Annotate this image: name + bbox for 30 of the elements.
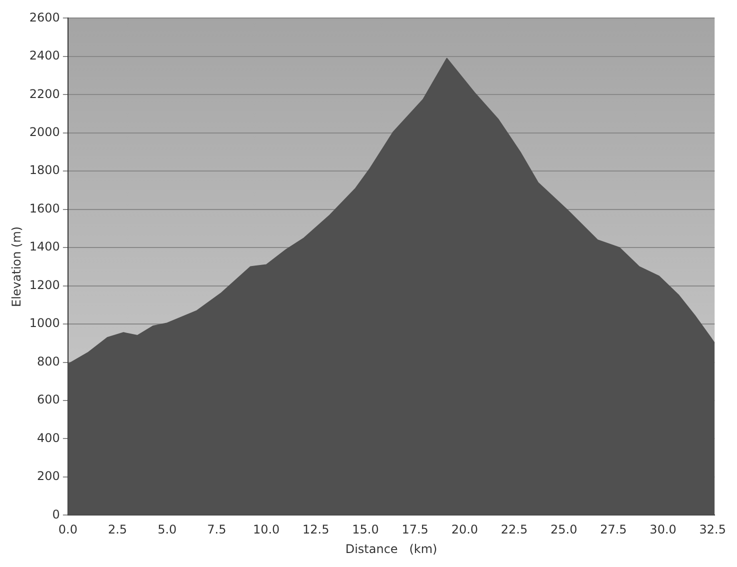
x-tick-label: 27.5 — [600, 522, 627, 537]
x-tick-label: 25.0 — [550, 522, 578, 537]
y-tick-label: 800 — [37, 354, 60, 368]
y-tick-label: 1800 — [29, 163, 60, 178]
x-tick-label: 30.0 — [650, 522, 676, 537]
x-tick-label: 32.5 — [699, 522, 726, 537]
x-tick-label: 12.5 — [302, 522, 330, 537]
y-tick-label: 0 — [52, 507, 60, 522]
x-tick-label: 0.0 — [58, 522, 78, 537]
y-tick-label: 1000 — [29, 316, 60, 330]
x-tick-label: 20.0 — [451, 522, 478, 537]
x-tick-label: 2.5 — [108, 522, 128, 537]
x-axis-title: Distance (km) — [345, 542, 438, 556]
y-tick-label: 1200 — [29, 278, 60, 292]
y-tick-label: 2000 — [29, 125, 60, 140]
y-tick-label: 600 — [37, 392, 60, 407]
x-tick-label: 15.0 — [352, 522, 379, 537]
y-tick-label: 2200 — [29, 86, 60, 101]
x-tick-label: 10.0 — [252, 522, 280, 537]
x-tick-label: 22.5 — [500, 522, 528, 537]
y-tick-label: 400 — [37, 430, 60, 445]
y-tick-label: 1400 — [29, 240, 60, 254]
x-tick-label: 17.5 — [402, 522, 428, 537]
y-tick-label: 200 — [37, 469, 60, 484]
y-tick-label: 2400 — [29, 48, 60, 63]
y-axis-title: Elevation (m) — [9, 226, 24, 308]
y-tick-label: 2600 — [29, 10, 60, 24]
y-tick-label: 1600 — [29, 201, 60, 216]
x-tick-label: 5.0 — [158, 522, 177, 537]
x-tick-label: 7.5 — [207, 522, 226, 537]
